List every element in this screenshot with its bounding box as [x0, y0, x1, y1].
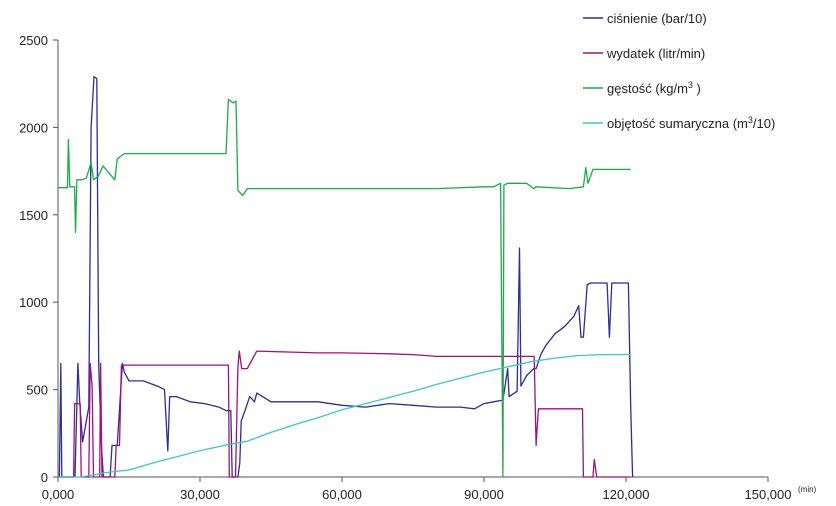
- legend-label-0: ciśnienie (bar/10): [607, 11, 707, 26]
- legend-label-main: ciśnienie (bar/10): [607, 11, 707, 26]
- x-unit-label: (min): [798, 485, 817, 494]
- plot-area: [58, 76, 634, 478]
- legend-label-main: wydatek (litr/min): [606, 46, 705, 61]
- series-line-2: [58, 98, 631, 478]
- y-tick-label: 1500: [19, 208, 48, 223]
- y-tick-label: 2500: [19, 33, 48, 48]
- legend-label-3: objętość sumaryczna (m3/10): [607, 115, 775, 131]
- legend-label-main: gęstość (kg/m: [607, 81, 688, 96]
- x-tick-label: 0,000: [42, 487, 75, 502]
- y-tick-label: 2000: [19, 120, 48, 135]
- legend-label-2: gęstość (kg/m3 ): [607, 80, 701, 96]
- x-tick-label: 60,000: [322, 487, 362, 502]
- legend-label-superscript: 3: [688, 80, 693, 90]
- legend-label-tail: /10): [753, 116, 775, 131]
- legend-label-tail: ): [693, 81, 701, 96]
- chart-axes: 0 500 1000 1500 2000 2500 0,000 30,000 60,000 90,…: [19, 33, 816, 502]
- legend-label-main: objętość sumaryczna (m: [607, 116, 748, 131]
- chart-legend: ciśnienie (bar/10) wydatek (litr/min) gęst…: [583, 11, 775, 131]
- series-line-1: [58, 350, 631, 478]
- legend-label-superscript: 3: [748, 115, 753, 125]
- y-tick-label: 1000: [19, 295, 48, 310]
- x-tick-label: 150,000: [745, 487, 792, 502]
- series-line-3: [58, 353, 631, 478]
- x-tick-label: 30,000: [180, 487, 220, 502]
- y-tick-label: 0: [41, 470, 48, 485]
- x-tick-label: 120,000: [603, 487, 650, 502]
- y-tick-label: 500: [26, 383, 48, 398]
- legend-label-1: wydatek (litr/min): [606, 46, 705, 61]
- series-line-0: [58, 76, 634, 478]
- x-tick-label: 90,000: [464, 487, 504, 502]
